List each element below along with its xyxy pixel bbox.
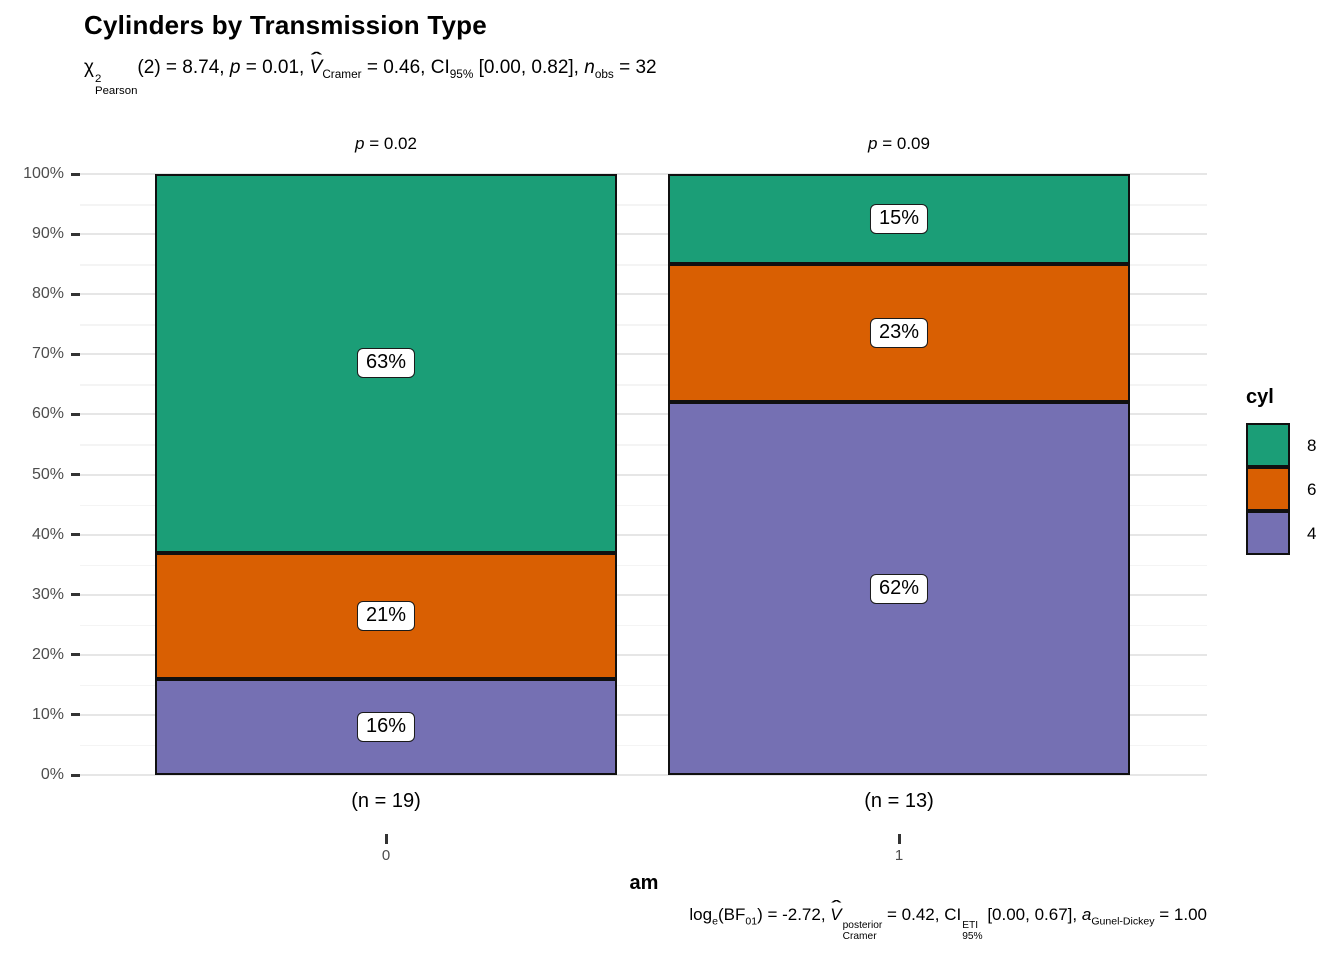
legend-entry-label: 8 <box>1307 436 1317 455</box>
x-tick-label: 0 <box>381 847 391 864</box>
x-tick-mark <box>384 834 388 844</box>
y-tick-mark <box>71 593 80 597</box>
y-tick-label: 50% <box>31 465 64 483</box>
x-tick-label: 1 <box>894 847 904 864</box>
y-tick-mark <box>71 172 80 176</box>
gridline-minor <box>80 384 1207 386</box>
x-tick-mark <box>897 834 901 844</box>
bar-segment-percent-label: 62% <box>869 573 929 604</box>
legend-entry-cyl-4: 4 <box>1246 511 1317 556</box>
bar-segment-percent-label: 15% <box>869 204 929 235</box>
gridline-minor <box>80 504 1207 507</box>
sample-size-label: (n = 13) <box>864 790 934 812</box>
gridline-major <box>80 233 1207 236</box>
y-tick-mark <box>71 713 80 717</box>
legend-swatch-icon <box>1246 467 1290 511</box>
x-axis-title: am <box>629 872 659 894</box>
gridline-minor <box>80 684 1207 687</box>
gridline-major <box>80 774 1207 776</box>
gridline-minor <box>80 564 1207 567</box>
chart-caption-bayes-statistics: loge(BF01) = -2.72, V ˆ posterior Cramer = … <box>689 898 1207 942</box>
bar-segment-percent-label: 23% <box>869 318 929 349</box>
y-tick-label: 40% <box>31 525 64 543</box>
legend-title: cyl <box>1246 386 1274 408</box>
y-tick-label: 20% <box>31 645 64 663</box>
gridline-minor <box>80 204 1207 206</box>
bar-segment-cyl-8 <box>668 174 1130 265</box>
y-tick-mark <box>71 773 80 777</box>
y-tick-label: 0% <box>40 766 64 783</box>
gridline-minor <box>80 744 1207 747</box>
y-tick-mark <box>71 473 80 476</box>
y-tick-label: 80% <box>31 285 64 303</box>
gridline-major <box>80 593 1207 596</box>
subgroup-p-value-label: p = 0.09 <box>868 134 930 153</box>
chart-title: Cylinders by Transmission Type <box>84 10 487 40</box>
subgroup-p-value-label: p = 0.02 <box>355 134 417 153</box>
gridline-major <box>80 413 1207 416</box>
y-tick-label: 30% <box>31 585 64 603</box>
y-tick-mark <box>71 352 80 356</box>
hat-accent: ˆ <box>311 50 322 69</box>
gridline-major <box>80 353 1207 356</box>
gridline-major <box>80 293 1207 296</box>
sup-sub-stack: posterior Cramer <box>842 919 883 942</box>
gridline-minor <box>80 444 1207 446</box>
gridline-major <box>80 473 1207 476</box>
gridline-minor <box>80 264 1207 266</box>
y-tick-mark <box>71 653 80 657</box>
gridline-minor <box>80 324 1207 326</box>
bar-segment-percent-label: 21% <box>356 600 416 631</box>
gridline-major <box>80 713 1207 716</box>
y-tick-mark <box>71 292 80 296</box>
gridline-major <box>80 653 1207 656</box>
legend-swatch-icon <box>1246 511 1290 555</box>
legend-entry-label: 4 <box>1307 524 1317 543</box>
y-tick-label: 70% <box>31 345 64 363</box>
y-tick-label: 100% <box>23 165 64 182</box>
bar-segment-percent-label: 63% <box>356 348 416 379</box>
chart-subtitle-statistics: χ 2 Pearson (2) = 8.74, p = 0.01, V ˆ Cramer … <box>84 50 657 98</box>
gridline-major <box>80 533 1207 536</box>
gridline-major <box>80 173 1207 175</box>
y-tick-mark <box>71 232 80 236</box>
hat-accent: ˆ <box>831 898 841 915</box>
y-tick-label: 90% <box>31 225 64 243</box>
sup-sub-stack: ETI 95% <box>962 919 983 942</box>
legend-entry-cyl-8: 8 <box>1246 423 1317 468</box>
legend-entries: 8 6 4 <box>1246 423 1317 556</box>
sup-sub-stack: 2 Pearson <box>94 72 138 98</box>
bar-segment-percent-label: 16% <box>356 711 416 742</box>
legend-entry-cyl-6: 6 <box>1246 467 1317 512</box>
sample-size-label: (n = 19) <box>351 790 421 812</box>
y-tick-mark <box>71 412 80 416</box>
y-tick-label: 60% <box>31 405 64 423</box>
y-tick-mark <box>71 533 80 537</box>
y-tick-label: 10% <box>31 705 64 723</box>
legend-swatch-icon <box>1246 423 1290 467</box>
legend-entry-label: 6 <box>1307 480 1317 499</box>
legend: cyl 8 6 4 <box>1246 386 1316 556</box>
gridline-minor <box>80 624 1207 627</box>
